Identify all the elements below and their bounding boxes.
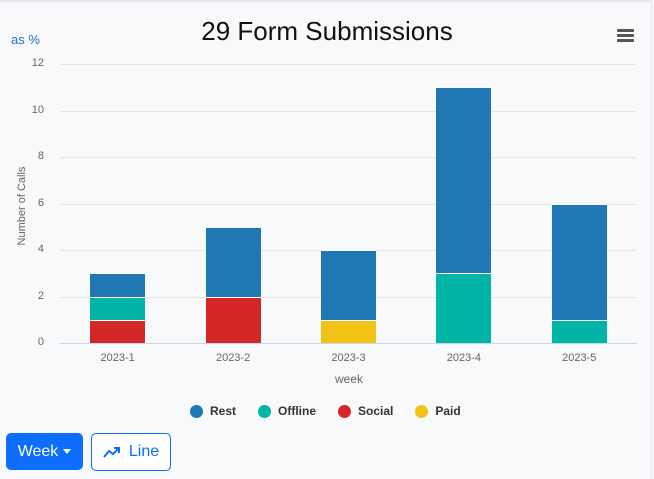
legend-dot-icon: [338, 404, 352, 418]
gridline: [60, 64, 637, 65]
legend-label: Offline: [278, 404, 317, 418]
legend-label: Rest: [210, 404, 237, 418]
period-label: Week: [17, 442, 59, 460]
legend-dot-icon: [258, 404, 272, 418]
bar-segment-social[interactable]: [90, 319, 146, 343]
y-tick-label: 2: [37, 289, 44, 302]
line-chart-button[interactable]: Line: [91, 433, 171, 471]
gridline: [60, 110, 637, 112]
gridline: [60, 203, 637, 205]
x-axis-line: [60, 343, 637, 344]
bar-segment-offline[interactable]: [551, 319, 607, 343]
legend-item-offline[interactable]: Offline: [258, 404, 316, 418]
y-tick-label: 0: [37, 336, 44, 348]
y-tick-label: 10: [31, 103, 44, 116]
y-tick-label: 4: [37, 243, 44, 255]
x-tick-label: 2023-5: [562, 352, 597, 364]
y-axis-label: Number of Calls: [16, 166, 28, 246]
x-tick-label: 2023-3: [331, 352, 366, 364]
bar-segment-rest[interactable]: [90, 273, 146, 297]
legend-label: Paid: [435, 404, 461, 418]
bar-segment-rest[interactable]: [321, 250, 376, 320]
line-label: Line: [128, 443, 160, 460]
x-axis-label: week: [334, 372, 363, 386]
chart-title: 29 Form Submissions: [201, 16, 453, 46]
legend-dot-icon: [190, 404, 203, 418]
bar-segment-offline[interactable]: [90, 296, 146, 320]
as-percent-toggle[interactable]: as %: [11, 32, 40, 47]
bar-segment-paid[interactable]: [321, 319, 376, 343]
legend-item-paid[interactable]: Paid: [415, 404, 461, 418]
bar-segment-rest[interactable]: [205, 226, 261, 297]
bar-segment-offline[interactable]: [436, 273, 492, 343]
legend-item-social[interactable]: Social: [338, 404, 393, 418]
bar-segment-rest[interactable]: [436, 87, 492, 274]
bar-segment-social[interactable]: [205, 296, 261, 343]
period-dropdown-button[interactable]: Week: [6, 433, 83, 470]
caret-down-icon: [63, 449, 72, 454]
legend-item-rest[interactable]: Rest: [190, 404, 236, 418]
trending-up-icon: [103, 447, 120, 458]
x-tick-label: 2023-4: [446, 352, 482, 364]
bar-segment-rest[interactable]: [551, 203, 607, 320]
x-tick-label: 2023-2: [215, 352, 251, 364]
x-tick-label: 2023-1: [100, 352, 135, 364]
legend-label: Social: [358, 404, 394, 418]
legend: Rest Offline Social Paid: [190, 404, 461, 418]
y-tick-label: 6: [37, 196, 44, 209]
gridline: [60, 157, 637, 158]
y-tick-label: 12: [31, 57, 44, 69]
hamburger-menu-icon[interactable]: [617, 29, 634, 43]
y-tick-label: 8: [37, 150, 44, 162]
legend-dot-icon: [415, 404, 429, 418]
